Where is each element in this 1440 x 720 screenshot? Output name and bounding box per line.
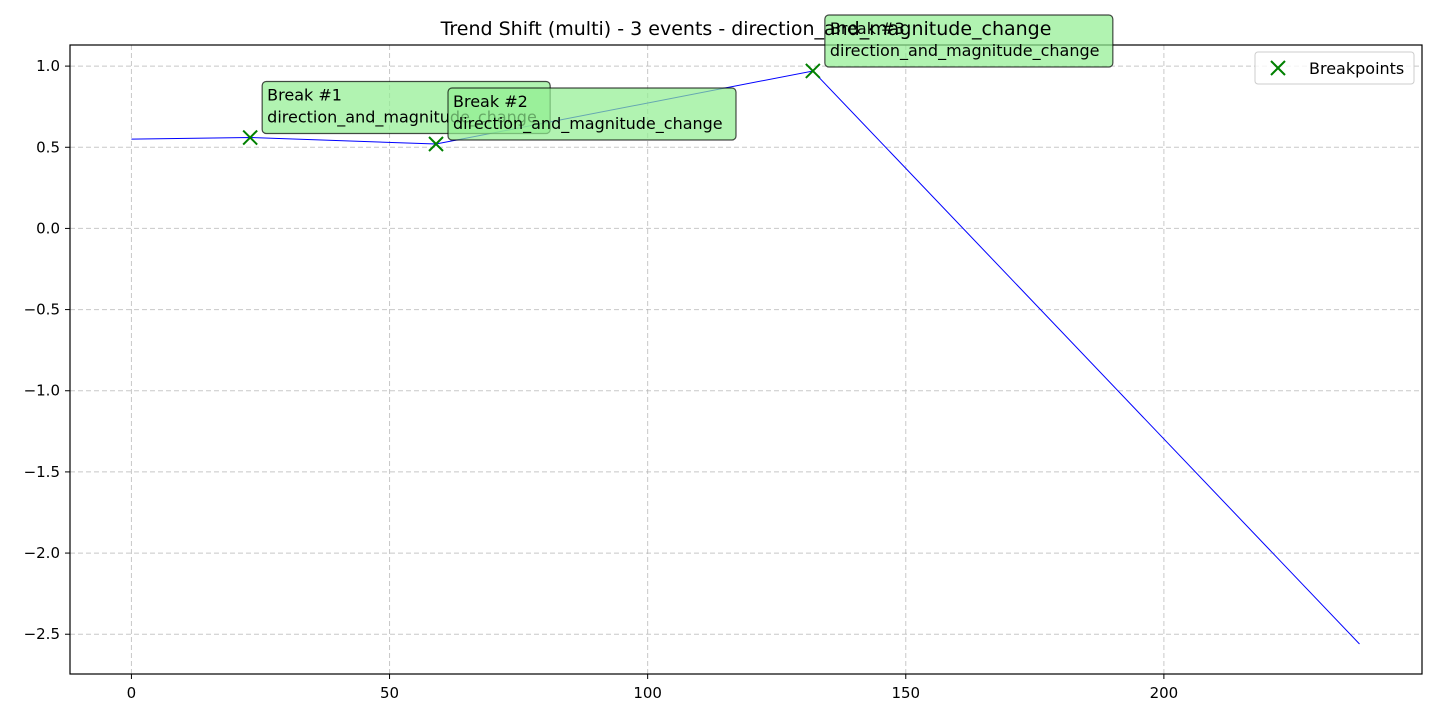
legend-breakpoints-marker <box>1270 60 1286 76</box>
y-tick-label: −0.5 <box>24 301 60 319</box>
breakpoint-marker <box>242 129 258 146</box>
legend: Breakpoints <box>1254 51 1415 85</box>
annotation-layer: Break #1direction_and_magnitude_changeBr… <box>261 14 1114 141</box>
breakpoint-marker <box>428 136 444 152</box>
y-tick-label: −2.5 <box>24 625 60 643</box>
annotation-box <box>824 14 1114 68</box>
y-tick-label: 0.5 <box>36 138 60 156</box>
chart-title: Trend Shift (multi) - 3 events - directi… <box>440 18 1052 40</box>
legend-frame <box>1254 51 1415 85</box>
y-tick-label: 0.0 <box>36 219 60 237</box>
legend-breakpoint-icon <box>1270 60 1286 76</box>
annotation-detail: direction_and_magnitude_change <box>830 41 1100 61</box>
axis-layer: 0 50 100 150 200 1.0 0.5 0.0 −0.5 −1.0 −1.5 −2.0 −2.… <box>24 44 1423 702</box>
grid-layer <box>70 45 1422 674</box>
breakpoint-annotation: Break #2 direction_and_magnitude_change <box>447 87 737 141</box>
y-tick-label: −2.0 <box>24 544 60 562</box>
x-tick-label: 150 <box>891 684 920 702</box>
x-tick-label: 200 <box>1150 684 1179 702</box>
marker-stroke <box>242 129 258 146</box>
x-tick-label: 50 <box>380 684 399 702</box>
x-tick-label: 100 <box>633 684 662 702</box>
marker-stroke <box>1270 60 1286 76</box>
y-tick-label: −1.0 <box>24 382 60 400</box>
legend-breakpoints-label: Breakpoints <box>1309 59 1404 78</box>
trend-series-line <box>131 70 1360 645</box>
breakpoint-annotation: Break #3 direction_and_magnitude_change <box>824 14 1114 68</box>
breakpoint-layer <box>242 63 821 152</box>
breakpoint-marker <box>805 63 821 79</box>
annotation-title: Break #3 <box>830 19 905 38</box>
x-tick-label: 0 <box>127 684 137 702</box>
annotation-title: Break #1 <box>267 86 342 105</box>
y-tick-label: −1.5 <box>24 463 60 481</box>
marker-stroke <box>428 136 444 152</box>
plot-frame <box>69 44 1423 675</box>
series-layer <box>131 70 1360 645</box>
y-tick-label: 1.0 <box>36 57 60 75</box>
annotation-title: Break #2 <box>453 92 528 111</box>
marker-stroke <box>805 63 821 79</box>
annotation-detail: direction_and_magnitude_change <box>453 114 723 134</box>
annotation-box <box>447 87 737 141</box>
